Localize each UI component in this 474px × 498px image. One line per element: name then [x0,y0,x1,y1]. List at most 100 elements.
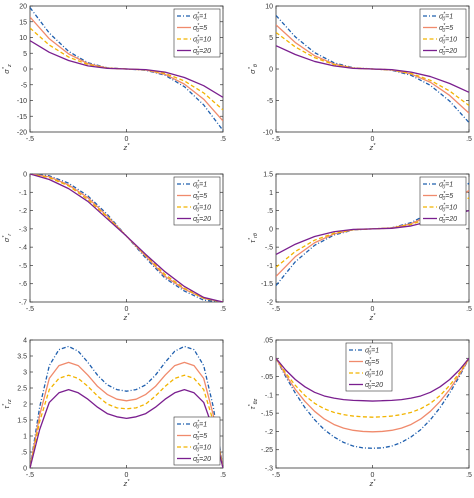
y-axis-label: τ*θz [248,398,259,409]
y-tick-label: -.6 [19,281,27,288]
x-tick-label: .5 [466,306,472,313]
y-tick-label: 10 [19,35,27,42]
x-tick-label: 0 [125,136,129,143]
y-tick-label: -.2 [19,208,27,215]
legend: σ* 0=1σ* 0=5σ* 0=10σ* 0=20 [173,8,221,58]
x-axis-label: z* [369,313,377,322]
legend: σ* 0=1σ* 0=5σ* 0=10σ* 0=20 [419,8,467,58]
y-tick-label: 0 [23,466,27,473]
legend: σ* 0=1σ* 0=5σ* 0=10σ* 0=20 [173,416,221,466]
x-tick-label: 0 [371,136,375,143]
legend-label: σ* 0=20 [193,214,211,225]
y-tick-label: .05 [263,338,273,345]
legend-box [345,342,393,392]
legend-label: σ* 0=5 [365,357,379,368]
legend-label: σ* 0=1 [439,180,453,191]
y-tick-label: -15 [17,114,27,121]
y-tick-label: -.25 [261,447,273,454]
series-line [30,361,223,468]
legend-label: σ* 0=20 [439,46,457,57]
y-tick-label: -.15 [261,411,273,418]
y-tick-label: -.5 [19,263,27,270]
chart-panel-6: -.3 -.25 -.2 -.15 -.1 -.05 0 .05 -.5 0 .5 z* τ*θz σ* 0… [248,338,472,489]
x-tick-label: -.5 [26,136,34,143]
y-tick-label: -5 [267,98,273,105]
y-tick-label: -.2 [265,429,273,436]
y-tick-label: -.5 [265,245,273,252]
y-tick-label: -10 [263,130,273,137]
x-tick-label: 0 [125,472,129,479]
x-tick-label: -.5 [272,472,280,479]
y-tick-label: 20 [19,4,27,11]
y-axis-label: σ*z [2,64,13,74]
y-tick-label: -1.5 [261,281,273,288]
legend-label: σ* 0=5 [193,23,207,34]
x-axis-label: z* [123,313,131,322]
x-tick-label: .5 [220,306,226,313]
y-tick-label: -.3 [265,466,273,473]
y-tick-label: -.4 [19,245,27,252]
legend-label: σ* 0=20 [365,380,383,391]
legend-label: σ* 0=20 [193,46,211,57]
x-tick-label: -.5 [272,136,280,143]
chart-panel-2: -10 -5 0 5 10 -.5 0 .5 z* σ*θ σ* 0=1σ* 0=5σ* 0=10σ* 0=… [248,4,472,153]
y-tick-label: -.1 [265,392,273,399]
x-tick-label: -.5 [272,306,280,313]
y-tick-label: -1 [267,263,273,270]
legend-label: σ* 0=1 [439,12,453,23]
legend-label: σ* 0=5 [439,23,453,34]
chart-panel-5: 0.511.522.533.54-.5 0.5z*τ*rzσ* 0=1σ* 0=5σ*… [2,338,226,489]
series-line [276,45,469,93]
y-tick-label: 15 [19,19,27,26]
x-tick-label: .5 [220,136,226,143]
y-tick-label: -.1 [19,190,27,197]
legend: σ* 0=1σ* 0=5σ* 0=10σ* 0=20 [345,342,393,392]
y-tick-label: 0 [269,67,273,74]
series-line [276,357,469,433]
y-tick-label: 3 [23,370,27,377]
legend-label: σ* 0=1 [193,180,207,191]
series-line [276,357,469,449]
legend-label: σ* 0=5 [193,431,207,442]
legend-label: σ* 0=20 [193,454,211,465]
series-line [30,374,223,468]
chart-panel-1: -20 -15 -10 -5 0 5 10 15 20 -.5 0 .5 z* σ*z σ* 0=1σ* 0=5… [2,4,226,153]
series-line [30,174,223,302]
x-axis-label: z* [369,479,377,488]
legend: σ* 0=1σ* 0=5σ* 0=10σ* 0=20 [173,176,221,226]
y-tick-label: 1 [23,434,27,441]
legend-label: σ* 0=20 [439,214,457,225]
x-tick-label: 0 [125,306,129,313]
legend-label: σ* 0=1 [193,12,207,23]
y-axis-label: τ*rz [2,399,13,409]
x-tick-label: .5 [466,472,472,479]
y-tick-label: -20 [17,130,27,137]
series-line [30,40,223,98]
series-line [30,388,223,468]
y-tick-label: 0 [23,67,27,74]
y-axis-label: τ*rθ [248,233,259,243]
chart-panel-3: -.7-.6-.5-.4-.3-.2-.10-.5 0.5z*σ*rσ* 0=1σ*… [2,172,226,323]
y-axis-label: σ*r [2,233,13,243]
x-tick-label: -.5 [26,472,34,479]
series-line [276,357,469,418]
y-tick-label: .5 [267,208,273,215]
legend-label: σ* 0=10 [193,203,211,214]
x-tick-label: .5 [466,136,472,143]
y-tick-label: -5 [21,82,27,89]
legend-label: σ* 0=10 [193,443,211,454]
legend-box [173,416,221,466]
y-tick-label: 3.5 [17,354,27,361]
x-tick-label: .5 [220,472,226,479]
legend-box [173,8,221,58]
y-tick-label: 4 [23,338,27,345]
legend-label: σ* 0=10 [439,35,457,46]
legend-label: σ* 0=10 [365,369,383,380]
y-tick-label: 1.5 [263,172,273,179]
x-axis-label: z* [123,479,131,488]
series-line [276,357,469,402]
y-tick-label: -.3 [19,226,27,233]
y-tick-label: 5 [23,51,27,58]
x-tick-label: 0 [371,472,375,479]
